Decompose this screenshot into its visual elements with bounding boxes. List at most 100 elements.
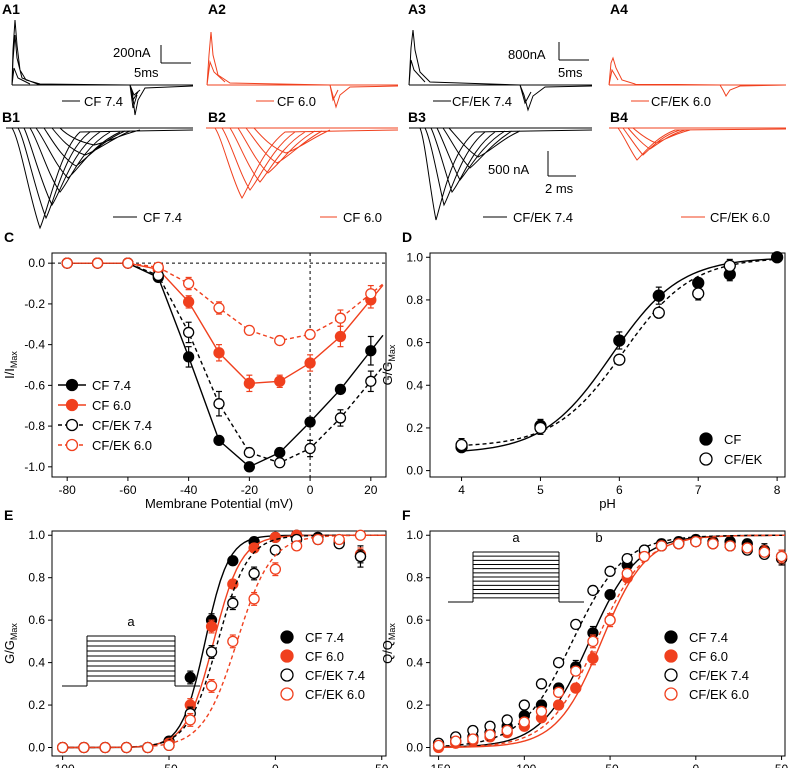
data-point [621,567,633,580]
data-point [120,741,133,754]
data-point [333,533,345,546]
series-line [67,262,384,385]
x-tick-label: -50 [601,762,619,768]
trace-A1 [11,19,194,116]
legend-A3: CF/EK 7.4 [452,94,512,109]
panel-A2: A2 CF 6.0 [206,1,399,109]
legend-marker [280,668,294,682]
data-point [501,724,513,737]
data-point [652,306,665,319]
panel-label-A1: A1 [2,1,20,17]
data-point [274,457,286,469]
legend-label: CF [724,432,741,447]
data-point [213,302,225,314]
data-point [534,421,547,435]
y-axis-label: G/GMax [380,344,397,385]
y-tick-label: 0.4 [406,656,423,670]
legend-label: CF/EK 6.0 [92,438,152,453]
data-point [243,324,256,337]
data-point [501,714,513,726]
data-point [227,578,239,590]
data-point [213,347,225,359]
y-tick-label: 0.0 [406,464,423,478]
panel-A4: A4 CF/EK 6.0 [608,1,787,109]
data-point [304,416,316,428]
data-point [450,735,462,747]
x-tick-label: 20 [364,483,378,497]
legend-marker [699,432,713,446]
data-point [518,716,530,728]
data-point [248,542,260,554]
scale-current-A3: 800nA [508,47,546,62]
trace-A2 [206,31,399,109]
data-point [354,529,367,541]
panel-label-A2: A2 [208,1,226,17]
x-tick-label: -150 [427,762,451,768]
x-tick-label: 4 [458,483,465,497]
legend-A4: CF/EK 6.0 [651,94,711,109]
protocol-label: a [127,614,135,629]
data-point [274,334,286,347]
legend-label: CF 7.4 [305,630,344,645]
data-point [613,353,626,366]
data-point [205,620,218,633]
scale-current-A1: 200nA [113,45,151,60]
trace-B2 [206,127,399,199]
legend-label: CF/EK 7.4 [92,418,152,433]
data-point [304,357,316,369]
data-point [182,351,195,363]
x-tick-label: -100 [512,762,536,768]
scale-time-A1: 5ms [134,65,159,80]
x-tick-label: -20 [241,483,259,497]
y-tick-label: 0.2 [28,698,45,712]
data-point [274,375,286,387]
data-point [213,434,225,446]
y-tick-label: 0.6 [406,613,423,627]
panel-label-B1: B1 [2,109,20,125]
series-line [67,262,384,468]
legend-label: CF/EK 6.0 [689,687,749,702]
y-tick-label: 0.8 [406,571,423,585]
plot-frame [51,252,387,478]
data-point [61,257,73,269]
data-point [248,593,260,605]
data-point [365,345,377,357]
x-tick-label: 8 [774,483,781,497]
data-point [535,705,548,718]
data-point [248,567,260,580]
data-point [227,597,239,609]
panel-label: D [402,229,412,245]
panel-B1: B1 CF 7.4 [2,109,194,230]
data-point [707,538,719,550]
protocol-label: a [512,530,520,545]
data-point [99,741,111,754]
trace-A3 [408,29,593,112]
legend-B3: CF/EK 7.4 [513,210,573,225]
data-point [770,251,784,264]
data-point [312,533,324,546]
data-point [552,656,565,669]
data-point [334,330,347,343]
fit-curve [461,258,778,447]
fit-curve [438,534,786,748]
x-tick-label: -80 [59,483,77,497]
plot-frame [51,530,387,757]
x-tick-label: 0 [307,483,314,497]
trace-A4 [608,56,787,97]
scale-time-B3: 2 ms [545,181,574,196]
data-point [673,538,685,550]
data-point [182,296,195,308]
data-point [269,544,282,556]
y-tick-label: 0.4 [28,656,45,670]
legend-marker [699,452,713,466]
legend-label: CF/EK 7.4 [305,668,365,683]
legend-B4: CF/EK 6.0 [710,210,770,225]
data-point [243,461,256,473]
data-point [56,741,69,754]
scale-current-B3: 500 nA [488,162,530,177]
legend-marker [280,649,294,663]
data-point [142,741,154,754]
data-point [182,277,195,290]
x-tick-label: 50 [775,762,789,768]
